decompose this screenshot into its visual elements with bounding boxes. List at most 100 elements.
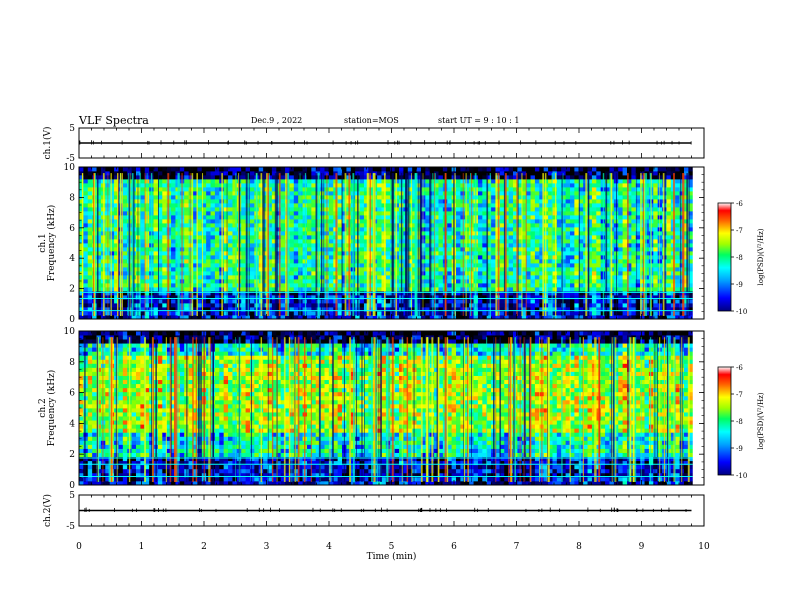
spectrogram-cell: [517, 195, 523, 200]
spectrogram-cell: [438, 167, 444, 172]
spectrogram-cell: [556, 247, 562, 252]
spectrogram-cell: [556, 167, 562, 172]
spectrogram-cell: [271, 275, 277, 280]
spectrogram-cell: [460, 315, 466, 320]
spectrogram-cell: [342, 263, 347, 268]
spectrogram-cell: [491, 219, 496, 224]
spectrogram-cell: [521, 263, 527, 268]
spectrogram-cell: [438, 175, 444, 180]
spectrogram-cell: [631, 263, 637, 268]
spectrogram-cell: [140, 247, 146, 252]
spectrogram-cell: [491, 263, 496, 268]
spectrogram-cell: [486, 315, 492, 320]
spectrogram-cell: [385, 219, 391, 224]
spectrogram-cell: [83, 191, 89, 196]
spectrogram-cell: [482, 195, 488, 200]
spectrogram-cell: [232, 291, 238, 296]
spectrogram-cell: [556, 267, 562, 272]
spectrogram-cell: [390, 167, 396, 172]
spectrogram-cell: [228, 307, 233, 312]
spectrogram-cell: [434, 235, 439, 240]
spectrogram-cell: [267, 219, 273, 224]
spectrogram-cell: [605, 315, 610, 320]
spectrogram-cell: [236, 167, 242, 172]
spectrogram-cell: [416, 263, 422, 268]
spectrogram-cell: [201, 239, 207, 244]
spectrogram-cell: [337, 191, 343, 196]
spectrogram-cell: [385, 271, 391, 276]
spectrogram-cell: [311, 283, 317, 288]
spectrogram-cell: [363, 271, 369, 276]
spectrogram-cell: [363, 255, 369, 260]
spectrogram-cell: [434, 247, 439, 252]
spectrogram-cell: [223, 183, 229, 188]
spectrogram-cell: [534, 243, 540, 248]
spectrogram-cell: [363, 227, 369, 232]
spectrogram-cell: [333, 167, 339, 172]
spectrogram-cell: [517, 251, 523, 256]
spectrogram-cell: [622, 203, 628, 208]
spectrogram-cell: [188, 295, 194, 300]
spectrogram-cell: [228, 243, 233, 248]
spectrogram-cell: [249, 299, 255, 304]
spectrogram-cell: [438, 275, 444, 280]
spectrogram-cell: [464, 215, 470, 220]
spectrogram-cell: [578, 303, 584, 308]
spectrogram-cell: [127, 315, 132, 320]
spectrogram-cell: [83, 207, 89, 212]
spectrogram-cell: [289, 251, 295, 256]
spectrogram-cell: [464, 247, 470, 252]
spectrogram-cell: [306, 175, 312, 180]
spectrogram-cell: [556, 303, 562, 308]
spectrogram-cell: [447, 215, 453, 220]
spectrogram-cell: [482, 231, 488, 236]
spectrogram-cell: [122, 283, 128, 288]
spectrogram-cell: [171, 299, 176, 304]
spectrogram-cell: [298, 263, 303, 268]
spectrogram-cell: [539, 311, 545, 316]
spectrogram-cell: [434, 315, 439, 320]
spectrogram-cell: [232, 255, 238, 260]
spectrogram-cell: [499, 307, 505, 312]
spectrogram-cell: [556, 179, 562, 184]
spectrogram-cell: [342, 215, 347, 220]
spectrogram-cell: [425, 263, 431, 268]
spectrogram-cell: [280, 315, 286, 320]
spectrogram-cell: [377, 207, 382, 212]
spectrogram-cell: [276, 247, 282, 252]
spectrogram-cell: [228, 279, 233, 284]
spectrogram-cell: [153, 303, 159, 308]
spectrogram-cell: [460, 231, 466, 236]
spectrogram-cell: [263, 167, 268, 172]
spectrogram-cell: [311, 239, 317, 244]
spectrogram-cell: [574, 231, 580, 236]
spectrogram-cell: [192, 179, 198, 184]
spectrogram-cell: [100, 167, 106, 172]
spectrogram-cell: [135, 199, 141, 204]
spectrogram-cell: [280, 171, 286, 176]
spectrogram-cell: [263, 223, 268, 228]
spectrogram-cell: [192, 239, 198, 244]
spectrogram-cell: [561, 203, 567, 208]
spectrogram-cell: [521, 247, 527, 252]
spectrogram-cell: [486, 227, 492, 232]
spectrogram-cell: [83, 255, 89, 260]
spectrogram-cell: [201, 295, 207, 300]
spectrogram-cell: [574, 187, 580, 192]
spectrogram-cell: [359, 207, 365, 212]
spectrogram-cell: [320, 307, 325, 312]
spectrogram-cell: [298, 215, 303, 220]
spectrogram-cell: [438, 243, 444, 248]
spectrogram-cell: [513, 311, 518, 316]
spectrogram-cell: [425, 255, 431, 260]
spectrogram-cell: [552, 239, 558, 244]
spectrogram-cell: [135, 287, 141, 292]
spectrogram-cell: [342, 311, 347, 316]
spectrogram-cell: [153, 275, 159, 280]
spectrogram-cell: [574, 287, 580, 292]
spectrogram-cell: [188, 291, 194, 296]
spectrogram-cell: [363, 191, 369, 196]
spectrogram-cell: [407, 311, 413, 316]
spectrogram-cell: [574, 211, 580, 216]
spectrogram-cell: [640, 179, 645, 184]
